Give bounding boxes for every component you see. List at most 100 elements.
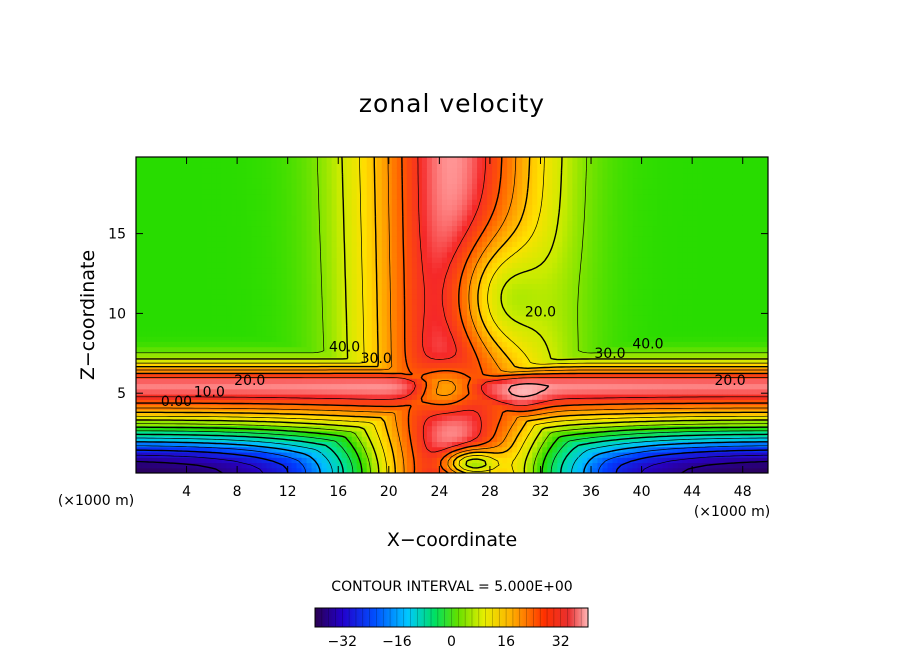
field-cell	[301, 341, 308, 348]
field-cell	[286, 204, 293, 211]
field-cell	[241, 220, 247, 227]
field-cell	[166, 257, 172, 263]
field-cell	[411, 288, 418, 295]
field-cell	[502, 346, 508, 353]
field-cell	[457, 214, 463, 221]
field-cell	[321, 383, 328, 390]
field-cell	[522, 372, 528, 379]
field-cell	[452, 178, 458, 184]
field-cell	[517, 430, 523, 437]
field-cell	[366, 357, 373, 363]
field-cell	[446, 309, 453, 316]
field-cell	[226, 430, 232, 437]
field-cell	[201, 388, 207, 395]
field-cell	[497, 457, 503, 464]
field-cell	[321, 157, 328, 163]
field-cell	[176, 430, 182, 437]
field-cell	[487, 299, 493, 306]
field-cell	[457, 367, 463, 374]
field-cell	[146, 293, 152, 300]
field-cell	[306, 299, 313, 306]
field-cell	[406, 267, 413, 274]
field-cell	[326, 336, 333, 342]
field-cell	[477, 267, 483, 274]
field-cell	[321, 167, 328, 174]
field-cell	[527, 214, 533, 221]
field-cell	[431, 409, 438, 416]
field-cell	[276, 204, 283, 211]
field-cell	[261, 462, 268, 469]
field-cell	[416, 388, 423, 395]
field-cell	[482, 378, 488, 385]
field-cell	[482, 330, 488, 337]
field-cell	[381, 425, 388, 432]
field-cell	[166, 204, 172, 211]
field-cell	[446, 441, 453, 448]
field-cell	[296, 225, 303, 232]
field-cell	[311, 188, 318, 195]
field-cell	[316, 257, 323, 263]
field-cell	[411, 446, 418, 453]
field-cell	[381, 309, 388, 316]
field-cell	[326, 236, 333, 242]
field-cell	[271, 446, 278, 453]
field-cell	[166, 172, 172, 179]
field-cell	[351, 409, 358, 416]
field-cell	[241, 172, 247, 179]
field-cell	[226, 172, 232, 179]
field-cell	[326, 288, 333, 295]
field-cell	[201, 378, 207, 385]
field-cell	[271, 362, 278, 369]
field-cell	[431, 304, 438, 311]
field-cell	[296, 351, 303, 358]
field-cell	[161, 199, 167, 205]
field-cell	[537, 420, 543, 427]
field-cell	[301, 351, 308, 358]
field-cell	[467, 357, 473, 363]
field-cell	[171, 309, 177, 316]
field-cell	[306, 415, 313, 421]
field-cell	[316, 436, 323, 442]
field-cell	[356, 272, 363, 279]
field-cell	[331, 436, 338, 442]
field-cell	[231, 272, 237, 279]
field-cell	[181, 230, 187, 237]
field-cell	[191, 299, 197, 306]
field-cell	[507, 209, 513, 216]
field-cell	[256, 415, 262, 421]
field-cell	[186, 214, 192, 221]
field-cell	[281, 362, 288, 369]
field-cell	[236, 304, 242, 311]
field-cell	[421, 283, 428, 290]
field-cell	[462, 341, 468, 348]
field-cell	[537, 436, 543, 442]
field-cell	[426, 172, 433, 179]
field-cell	[291, 225, 298, 232]
field-cell	[416, 220, 423, 227]
field-cell	[326, 209, 333, 216]
field-cell	[236, 367, 242, 374]
field-cell	[411, 388, 418, 395]
field-cell	[271, 425, 278, 432]
field-cell	[441, 394, 448, 400]
field-cell	[502, 457, 508, 464]
field-cell	[276, 293, 283, 300]
field-cell	[196, 362, 202, 369]
field-cell	[547, 394, 553, 400]
field-cell	[296, 220, 303, 227]
field-cell	[502, 230, 508, 237]
field-cell	[477, 336, 483, 342]
field-cell	[426, 246, 433, 253]
field-cell	[276, 372, 283, 379]
field-cell	[211, 441, 217, 448]
field-cell	[492, 467, 498, 473]
field-cell	[502, 236, 508, 242]
field-cell	[477, 378, 483, 385]
field-cell	[376, 404, 383, 411]
field-cell	[166, 341, 172, 348]
field-cell	[421, 336, 428, 342]
field-cell	[336, 293, 343, 300]
field-cell	[161, 357, 167, 363]
field-cell	[391, 378, 398, 385]
field-cell	[161, 436, 167, 442]
